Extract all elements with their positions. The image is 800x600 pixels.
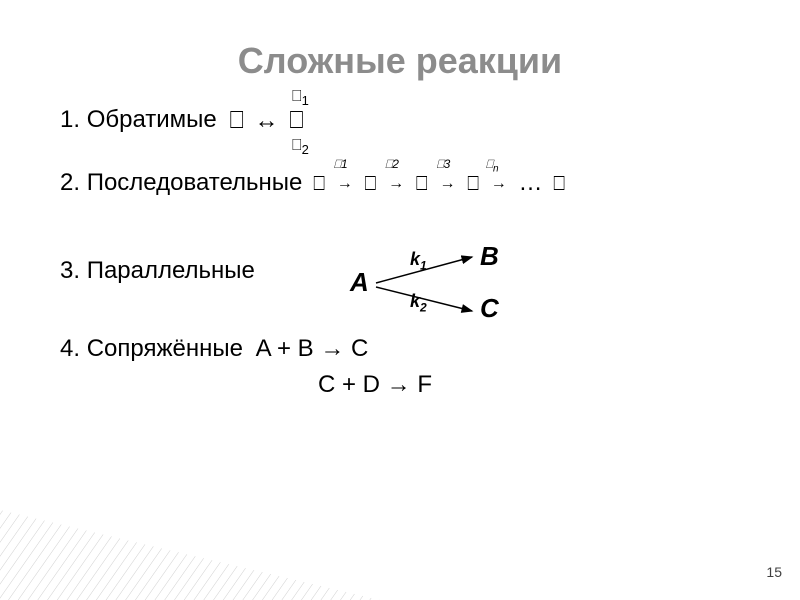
item1-k-top-line: ⎕1 xyxy=(292,88,760,106)
page-number: 15 xyxy=(766,564,782,580)
item2-label: Последовательные xyxy=(87,169,303,196)
k2-bot-label: ⎕2 xyxy=(292,137,309,154)
seq-dots: … xyxy=(518,169,542,197)
k1-top-label: ⎕1 xyxy=(292,88,309,105)
item1-num: 1. xyxy=(60,106,80,133)
item2-row: 2. Последовательные ⎕ ⎕1→ ⎕ ⎕2→ ⎕ ⎕3→ ⎕ … xyxy=(60,169,760,198)
eq1-right: ⎕ xyxy=(289,108,303,135)
seq-N: ⎕ xyxy=(553,173,565,195)
item1-equation: ⎕ ↔ ⎕ xyxy=(229,107,303,135)
node-A: A xyxy=(350,267,369,298)
seq-k3: ⎕3 xyxy=(436,157,450,172)
coupled-eq2: C + D → F xyxy=(60,371,760,399)
item3-num: 3. xyxy=(60,257,80,284)
content-area: ⎕1 1. Обратимые ⎕ ↔ ⎕ ⎕2 2. Последовател… xyxy=(0,88,800,399)
arrow-A-to-C xyxy=(376,287,472,311)
branch-arrows xyxy=(370,253,490,317)
arrow-A-to-B xyxy=(376,257,472,283)
seq-B: ⎕ xyxy=(364,173,376,195)
item3-label: Параллельные xyxy=(87,257,255,284)
item3-row: 3. Параллельные A B C k1 k2 xyxy=(60,257,760,285)
seq-arr3: → xyxy=(439,175,455,193)
seq-arr1: → xyxy=(337,175,353,193)
eq1-arrow: ↔ xyxy=(255,107,279,135)
seq-arr2: → xyxy=(388,175,404,193)
seq-kn: ⎕n xyxy=(486,157,499,174)
parallel-diagram: A B C k1 k2 xyxy=(350,241,550,321)
item4-label: Сопряжённые xyxy=(87,335,243,362)
item4-row: 4. Сопряжённые A + B → C xyxy=(60,335,760,363)
slide-title: Сложные реакции xyxy=(0,0,800,88)
seq-A: ⎕ xyxy=(313,173,325,195)
item2-sequence: ⎕ ⎕1→ ⎕ ⎕2→ ⎕ ⎕3→ ⎕ ⎕n→ … ⎕ xyxy=(311,169,567,197)
seq-D: ⎕ xyxy=(467,173,479,195)
seq-arr4: → xyxy=(491,175,507,193)
item1-k-bot-line: ⎕2 xyxy=(292,137,760,155)
coupled-eq1: A + B → C xyxy=(256,335,369,362)
item1-row: 1. Обратимые ⎕ ↔ ⎕ xyxy=(60,106,760,135)
decorative-hatch-triangle xyxy=(0,500,380,600)
item1-label: Обратимые xyxy=(87,106,217,133)
seq-k2: ⎕2 xyxy=(385,157,399,172)
eq1-left: ⎕ xyxy=(229,108,243,135)
seq-C: ⎕ xyxy=(416,173,428,195)
item2-num: 2. xyxy=(60,169,80,196)
seq-k1: ⎕1 xyxy=(334,157,348,172)
item4-num: 4. xyxy=(60,335,80,362)
